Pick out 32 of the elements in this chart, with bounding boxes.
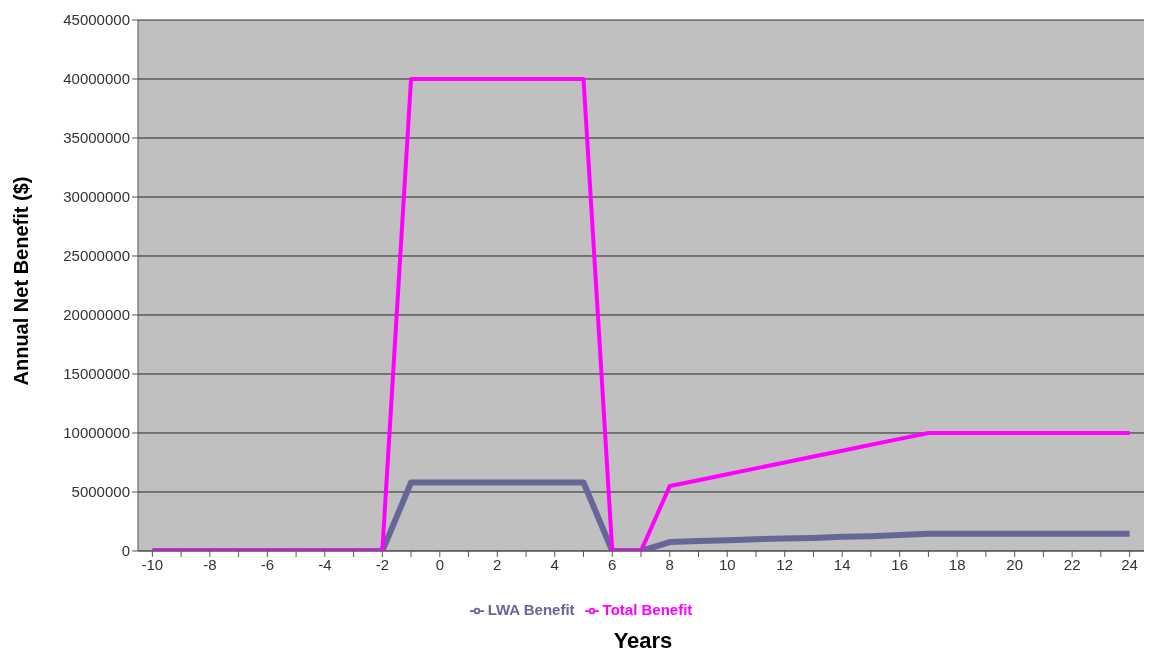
legend-label: Total Benefit bbox=[602, 600, 693, 618]
x-tick-label: 0 bbox=[435, 555, 444, 573]
x-axis-title: Years bbox=[612, 628, 674, 654]
y-tick-label: 35000000 bbox=[63, 129, 130, 147]
legend-label: LWA Benefit bbox=[487, 600, 575, 618]
y-tick-label: 30000000 bbox=[63, 188, 130, 206]
x-tick-label: 22 bbox=[1063, 555, 1081, 573]
x-tick-label: -6 bbox=[260, 555, 275, 573]
x-tick-label: 14 bbox=[833, 555, 851, 573]
y-tick-label: 15000000 bbox=[63, 365, 130, 383]
y-tick-label: 5000000 bbox=[71, 483, 130, 501]
x-tick-label: 16 bbox=[891, 555, 909, 573]
x-tick-label: -2 bbox=[375, 555, 389, 573]
x-tick-label: -4 bbox=[318, 555, 332, 573]
y-axis-title: Annual Net Benefit ($) bbox=[10, 176, 33, 386]
x-tick-label: 8 bbox=[665, 555, 674, 573]
y-tick-label: 10000000 bbox=[63, 424, 130, 442]
x-tick-label: -8 bbox=[203, 555, 217, 573]
x-tick-label: 6 bbox=[608, 555, 617, 573]
y-tick-label: 20000000 bbox=[63, 306, 130, 324]
y-tick-label: 45000000 bbox=[63, 11, 130, 29]
x-tick-label: 2 bbox=[493, 555, 502, 573]
y-tick-label: 40000000 bbox=[63, 70, 130, 88]
x-tick-label: 24 bbox=[1121, 555, 1138, 573]
x-tick-label: 10 bbox=[718, 555, 736, 573]
x-tick-label: 20 bbox=[1006, 555, 1023, 573]
x-tick-label: 4 bbox=[550, 555, 559, 573]
x-tick-label: -10 bbox=[141, 555, 164, 573]
x-tick-label: 12 bbox=[776, 555, 794, 573]
y-tick-label: 25000000 bbox=[63, 247, 130, 265]
y-tick-label: 0 bbox=[121, 542, 130, 560]
x-tick-label: 18 bbox=[948, 555, 966, 573]
